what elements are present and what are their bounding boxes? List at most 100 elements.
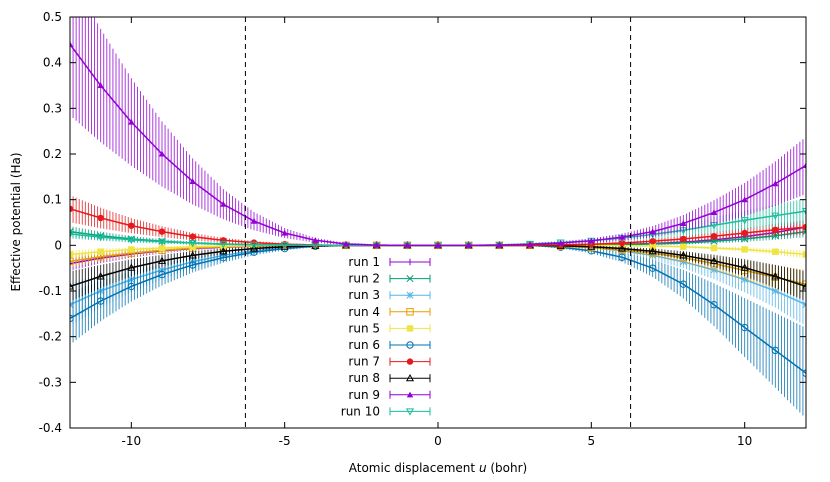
series-8-point — [801, 282, 806, 290]
series-7-point — [618, 239, 626, 247]
series-9-point — [741, 196, 748, 203]
x-axis-label: Atomic displacement u (bohr) — [349, 461, 527, 475]
series-6-point — [648, 264, 657, 272]
series-6-point — [188, 261, 197, 269]
series-9-point — [128, 118, 135, 125]
series-6-point — [710, 301, 718, 309]
series-8-point — [219, 247, 228, 255]
series-10-point — [219, 241, 228, 249]
y-tick-label: 0.5 — [43, 10, 62, 24]
legend-label: run 4 — [348, 305, 380, 319]
series-5-point — [70, 251, 74, 258]
plot-area — [70, 17, 806, 419]
series-1-point — [70, 260, 74, 267]
series-5-point — [128, 246, 135, 253]
series-7-point — [772, 226, 779, 234]
series-5-point — [772, 248, 779, 255]
series-8-point — [157, 256, 167, 264]
series-8-point — [127, 263, 136, 271]
series-5-point — [220, 242, 227, 250]
series-9-point — [680, 220, 687, 226]
series-8-point — [617, 244, 627, 252]
series-9-point — [281, 229, 288, 236]
x-tick-label: 10 — [737, 434, 752, 448]
series-9-point — [373, 241, 380, 248]
legend-item-5: run 5 — [348, 321, 431, 335]
legend-marker — [406, 341, 414, 349]
series-10-point — [740, 217, 749, 225]
x-tick-label: -5 — [279, 434, 291, 448]
series-10-point — [70, 230, 75, 239]
series-9-point — [312, 237, 319, 243]
y-tick-label: 0.3 — [43, 101, 62, 115]
y-tick-label: 0 — [54, 238, 62, 252]
series-9-point — [158, 150, 166, 157]
legend-item-7: run 7 — [348, 355, 431, 369]
legend-marker — [406, 391, 414, 398]
series-10-point — [801, 208, 806, 216]
legend-label: run 1 — [348, 255, 380, 269]
series-6-point — [740, 323, 749, 332]
legend-label: run 6 — [348, 338, 380, 352]
series-9-point — [404, 242, 411, 248]
series-9-point — [772, 180, 779, 187]
series-7-point — [158, 228, 166, 235]
series-7-point — [189, 233, 196, 240]
series-9-point — [220, 201, 227, 207]
series-6-point — [679, 280, 688, 288]
series-7-point — [680, 235, 687, 243]
series-6-point — [618, 253, 626, 261]
legend-item-6: run 6 — [348, 338, 431, 352]
series-2-point — [741, 235, 749, 243]
legend-item-9: run 9 — [348, 388, 431, 402]
series-10-point — [280, 242, 289, 250]
y-tick-label: 0.4 — [43, 56, 62, 70]
series-10-point — [96, 234, 105, 242]
y-tick-label: -0.1 — [39, 284, 62, 298]
series-9-point — [588, 237, 595, 244]
series-9-point — [189, 178, 196, 184]
legend-marker — [406, 275, 414, 283]
series-9-point — [802, 162, 806, 168]
series-9-point — [70, 41, 74, 47]
legend-item-10: run 10 — [341, 404, 431, 418]
legend-marker — [406, 258, 414, 266]
legend-item-4: run 4 — [348, 305, 431, 319]
series-9-point — [649, 228, 656, 235]
series-5-point — [680, 243, 687, 250]
series-8-point — [70, 282, 75, 290]
series-9-point — [250, 217, 258, 224]
legend: run 1 run 2 run 3 run 4 run 5 run 6 run 7 run 8… — [341, 255, 431, 418]
legend-label: run 9 — [348, 388, 380, 402]
legend-label: run 10 — [341, 404, 380, 418]
y-tick-label: -0.2 — [39, 330, 62, 344]
series-8-point — [709, 256, 719, 264]
legend-marker — [406, 308, 414, 316]
legend-item-1: run 1 — [348, 255, 431, 269]
series-7-point — [710, 233, 718, 240]
series-2-point — [710, 237, 718, 245]
series-7-point — [97, 214, 104, 222]
y-tick-label: -0.4 — [39, 421, 62, 435]
series-10-point — [771, 212, 780, 220]
series-9-point — [342, 240, 350, 247]
legend-label: run 2 — [348, 272, 380, 286]
series-5-point — [710, 244, 718, 252]
series-10-point — [127, 236, 136, 245]
series-5-point — [741, 246, 748, 253]
series-8-point — [771, 272, 780, 280]
series-6-point — [771, 346, 780, 355]
series-9-point — [618, 233, 626, 240]
legend-marker — [406, 291, 414, 299]
legend-label: run 5 — [348, 321, 380, 335]
series-7-point — [70, 205, 74, 212]
series-7-point — [649, 238, 656, 245]
series-9-point — [434, 242, 442, 248]
series-7-point — [741, 229, 748, 237]
y-tick-label: -0.3 — [39, 375, 62, 389]
series-9-point — [97, 82, 104, 89]
series-6-point — [158, 270, 166, 279]
legend-item-2: run 2 — [348, 272, 431, 286]
legend-label: run 8 — [348, 371, 380, 385]
legend-marker — [405, 408, 415, 416]
